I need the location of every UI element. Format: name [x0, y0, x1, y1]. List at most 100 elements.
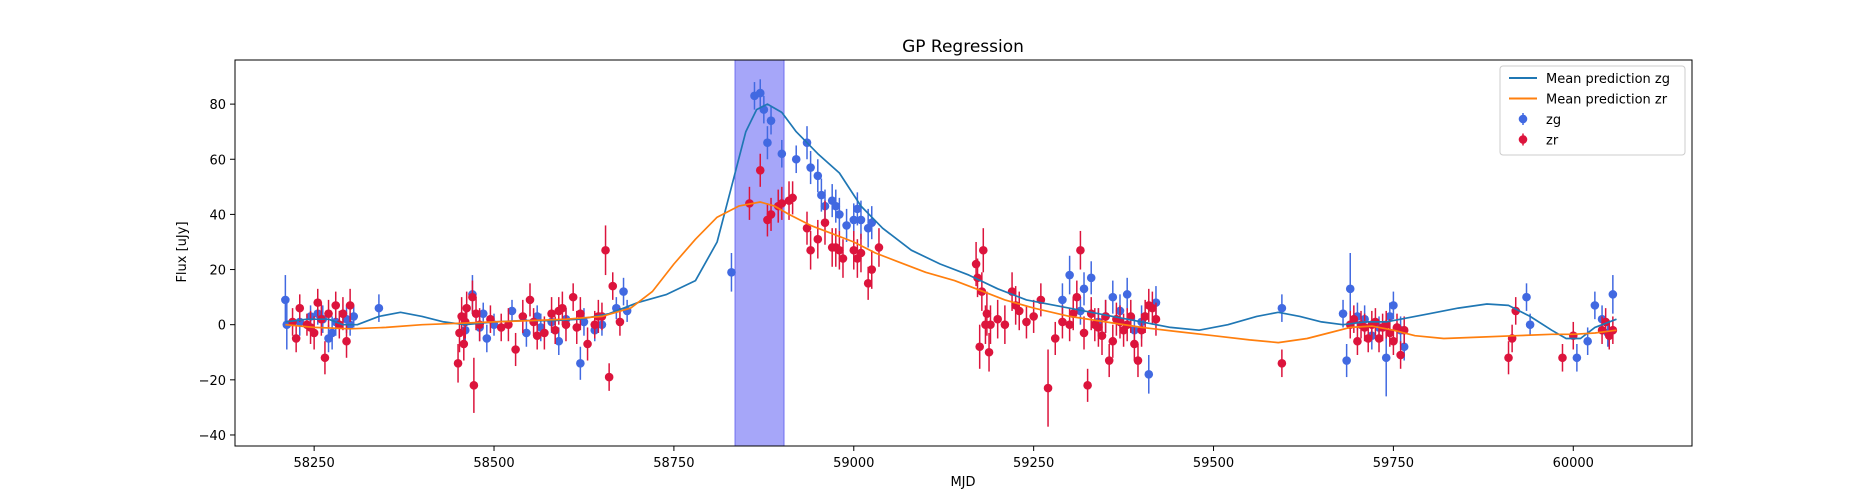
data-point-zr: [1022, 317, 1031, 327]
data-point-zg: [842, 221, 851, 230]
data-point-zg: [791, 154, 801, 164]
data-point-zg: [482, 334, 492, 343]
data-point-zg: [1522, 292, 1531, 302]
data-point-zr: [1130, 339, 1139, 349]
data-point-zr: [1097, 331, 1107, 341]
data-point-zg: [576, 358, 585, 368]
data-point-zr: [550, 325, 560, 335]
legend-label: zr: [1546, 134, 1559, 149]
data-point-zr: [525, 295, 535, 305]
data-point-zr: [455, 328, 464, 338]
data-point-zr: [615, 317, 625, 327]
data-point-zg: [817, 190, 826, 200]
legend: Mean prediction zg Mean prediction zr zg zr: [1499, 65, 1686, 156]
data-point-zr: [986, 320, 995, 329]
data-point-zg: [1385, 312, 1395, 321]
data-point-zg: [849, 215, 859, 225]
data-point-zg: [554, 336, 564, 346]
data-point-zg: [727, 268, 736, 277]
data-point-zg: [1108, 292, 1118, 302]
data-point-zr: [331, 301, 341, 310]
data-point-zr: [572, 323, 582, 332]
x-tick-label: 58750: [653, 456, 694, 471]
data-point-zr: [561, 320, 571, 329]
x-tick-label: 58250: [293, 456, 334, 471]
data-point-zr: [863, 279, 873, 288]
data-point-zg: [1079, 284, 1089, 294]
data-point-zr: [1043, 383, 1053, 393]
data-point-zr: [468, 292, 477, 302]
data-point-zg: [763, 138, 772, 148]
data-point-zg: [507, 306, 517, 316]
data-point-zr: [982, 309, 992, 318]
y-tick-label: 0: [218, 319, 226, 334]
y-tick-label: 60: [209, 153, 226, 168]
data-point-zr: [993, 314, 1002, 324]
data-point-zg: [1381, 353, 1391, 363]
data-point-zr: [867, 265, 877, 274]
data-point-zg: [349, 312, 359, 321]
data-point-zg: [327, 328, 337, 338]
y-axis-label: Flux [uJy]: [175, 221, 190, 282]
y-tick-label: 20: [209, 264, 226, 279]
data-point-zr: [1108, 336, 1118, 346]
data-point-zg: [1399, 342, 1409, 352]
data-point-zg: [813, 171, 823, 181]
y-tick-label: 40: [209, 208, 226, 223]
data-point-zg: [374, 303, 384, 313]
data-point-zr: [874, 243, 884, 252]
data-point-zg: [1144, 370, 1154, 379]
y-axis: −40 −20 0 20 40 60 80: [199, 98, 235, 444]
data-point-zr: [511, 345, 520, 354]
x-tick-label: 59250: [1013, 456, 1054, 471]
data-point-zg: [619, 287, 628, 296]
data-point-zr: [608, 281, 618, 291]
data-point-zr: [345, 301, 355, 310]
data-point-zr: [1277, 358, 1287, 368]
line-mean-prediction-zr: [285, 201, 1617, 344]
series-zg: [281, 79, 1618, 397]
data-point-zr: [1029, 312, 1038, 321]
highlight-region: [734, 59, 785, 447]
data-point-zr: [777, 199, 787, 208]
data-point-zr: [1396, 350, 1405, 360]
legend-marker-swatch: [1518, 135, 1528, 144]
data-point-zg: [1345, 284, 1355, 294]
series-zr: [288, 153, 1618, 427]
data-point-zg: [806, 163, 815, 172]
data-point-zr: [532, 331, 542, 341]
data-point-zg: [1525, 320, 1535, 329]
data-point-zg: [766, 116, 776, 125]
data-point-zr: [1094, 323, 1103, 332]
x-tick-label: 59500: [1193, 456, 1234, 471]
data-point-zr: [459, 339, 469, 349]
data-point-zr: [1558, 353, 1567, 363]
data-point-zr: [1374, 334, 1384, 343]
data-point-zr: [558, 303, 567, 313]
data-point-zg: [1389, 301, 1398, 310]
data-point-zr: [1392, 323, 1402, 332]
data-point-zr: [849, 245, 859, 255]
data-point-zr: [755, 165, 765, 175]
chart-title: GP Regression: [902, 37, 1024, 57]
data-point-zr: [504, 320, 513, 329]
data-point-zr: [1504, 353, 1513, 363]
data-point-zr: [313, 298, 323, 307]
data-point-zr: [568, 292, 578, 302]
data-point-zr: [1104, 356, 1114, 365]
data-point-zg: [831, 201, 841, 211]
y-tick-label: 80: [209, 98, 226, 113]
data-point-zr: [1140, 312, 1150, 321]
data-point-zr: [1058, 317, 1067, 327]
data-point-zr: [1083, 381, 1092, 390]
data-point-zr: [1353, 336, 1362, 346]
legend-label: zg: [1546, 113, 1561, 128]
legend-box: [1499, 65, 1686, 156]
data-point-zr: [1385, 328, 1395, 338]
data-point-zr: [462, 303, 471, 313]
data-point-zg: [856, 215, 866, 225]
data-point-zr: [1363, 334, 1373, 343]
x-tick-label: 58500: [473, 456, 514, 471]
data-point-zr: [1072, 292, 1082, 302]
data-point-zr: [1349, 314, 1359, 324]
